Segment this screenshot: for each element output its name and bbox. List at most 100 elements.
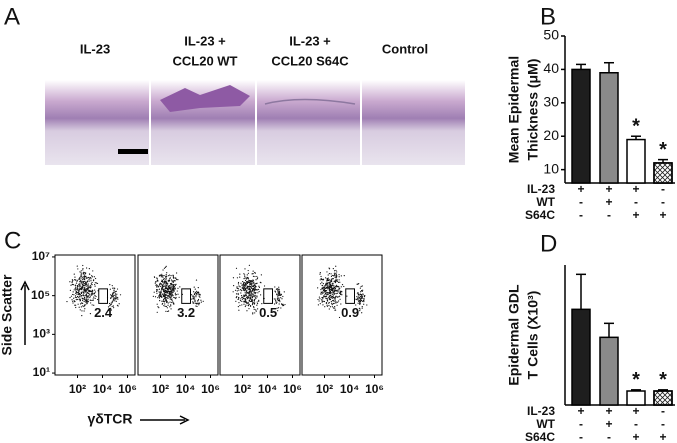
event-dot <box>244 288 246 290</box>
event-dot <box>176 272 178 274</box>
event-dot <box>74 287 76 290</box>
event-dot <box>82 299 84 302</box>
event-dot <box>200 301 202 303</box>
event-dot <box>248 264 250 266</box>
event-dot <box>258 286 261 288</box>
event-dot <box>250 291 252 294</box>
event-dot <box>79 276 81 279</box>
event-dot <box>170 299 173 301</box>
gate-value: 0.5 <box>259 305 277 320</box>
event-dot <box>161 286 163 288</box>
event-dot <box>83 295 85 297</box>
event-dot <box>321 301 323 303</box>
event-dot <box>323 295 325 297</box>
flow-x-label: γδTCR <box>87 411 132 427</box>
event-dot <box>78 306 80 308</box>
event-dot <box>90 276 92 279</box>
event-dot <box>74 300 76 303</box>
event-dot <box>321 279 323 281</box>
event-dot <box>356 296 358 298</box>
event-dot <box>361 305 363 308</box>
event-dot <box>75 285 77 287</box>
event-dot <box>171 284 173 286</box>
event-dot <box>326 278 328 280</box>
event-dot <box>252 282 254 284</box>
event-dot <box>361 296 364 298</box>
event-dot <box>317 304 319 306</box>
event-dot <box>165 282 167 285</box>
event-dot <box>84 285 86 287</box>
event-dot <box>80 282 82 284</box>
event-dot <box>246 277 248 280</box>
event-dot <box>108 309 110 312</box>
event-dot <box>91 275 93 277</box>
event-dot <box>167 310 169 313</box>
event-dot <box>79 271 81 273</box>
event-dot <box>257 292 259 294</box>
event-dot <box>82 276 84 278</box>
event-dot <box>111 295 113 298</box>
event-dot <box>110 309 113 311</box>
event-dot <box>80 306 82 308</box>
event-dot <box>83 305 85 308</box>
event-dot <box>112 298 115 300</box>
event-dot <box>72 291 74 293</box>
event-dot <box>169 292 171 294</box>
event-dot <box>237 287 239 290</box>
gate <box>181 288 191 304</box>
event-dot <box>86 287 88 290</box>
image-label: CCL20 S64C <box>271 53 349 68</box>
event-dot <box>157 289 159 291</box>
event-dot <box>172 275 175 277</box>
event-dot <box>333 270 336 272</box>
event-dot <box>172 290 174 292</box>
event-dot <box>363 303 365 305</box>
event-dot <box>80 270 82 272</box>
event-dot <box>172 289 174 291</box>
event-dot <box>277 293 279 295</box>
event-dot <box>243 290 246 292</box>
event-dot <box>237 305 239 308</box>
event-dot <box>88 289 90 292</box>
event-dot <box>84 280 86 283</box>
event-dot <box>80 296 82 298</box>
event-dot <box>240 288 242 291</box>
event-dot <box>80 288 83 290</box>
event-dot <box>320 283 322 285</box>
event-dot <box>336 296 339 298</box>
event-dot <box>73 297 75 299</box>
event-dot <box>334 298 336 300</box>
event-dot <box>89 285 92 287</box>
event-dot <box>167 304 169 306</box>
event-dot <box>79 303 82 305</box>
event-dot <box>238 309 240 311</box>
event-dot <box>165 305 167 308</box>
bar <box>571 68 591 184</box>
event-dot <box>90 280 92 282</box>
event-dot <box>109 305 111 307</box>
event-dot <box>112 294 114 296</box>
event-dot <box>169 277 171 279</box>
event-dot <box>83 291 86 293</box>
event-dot <box>248 295 250 297</box>
event-dot <box>247 286 250 288</box>
event-dot <box>327 274 329 276</box>
event-dot <box>233 285 235 287</box>
event-dot <box>238 285 240 287</box>
event-dot <box>69 281 71 283</box>
event-dot <box>250 281 252 283</box>
event-dot <box>174 294 177 296</box>
event-dot <box>86 292 88 294</box>
event-dot <box>169 296 171 298</box>
event-dot <box>171 293 173 295</box>
event-dot <box>193 298 195 300</box>
event-dot <box>78 286 81 288</box>
event-dot <box>254 272 256 274</box>
y-axis-label: Thickness (μM) <box>525 59 541 161</box>
x-tick-label: 10² <box>69 382 86 396</box>
event-dot <box>80 285 82 287</box>
event-dot <box>87 284 89 286</box>
event-dot <box>89 290 92 293</box>
event-dot <box>359 303 361 306</box>
event-dot <box>164 280 166 282</box>
